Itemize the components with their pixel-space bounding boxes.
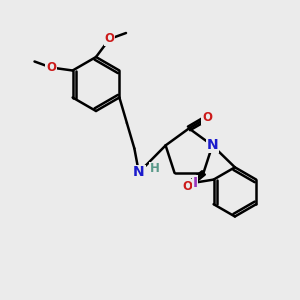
Text: H: H bbox=[149, 162, 159, 176]
Text: O: O bbox=[46, 61, 56, 74]
Text: O: O bbox=[182, 180, 192, 193]
Text: N: N bbox=[207, 138, 218, 152]
Text: I: I bbox=[192, 176, 198, 190]
Text: O: O bbox=[202, 111, 212, 124]
Text: N: N bbox=[133, 166, 145, 179]
Text: O: O bbox=[104, 32, 115, 46]
